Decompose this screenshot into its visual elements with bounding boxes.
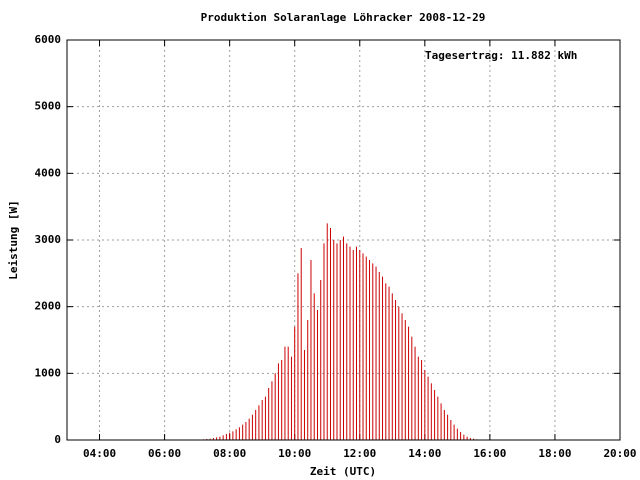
plot-border <box>66 39 621 441</box>
y-tick-label: 2000 <box>35 300 62 313</box>
x-tick-label: 10:00 <box>278 447 311 460</box>
annotation: Tagesertrag: 11.882 kWh <box>425 49 577 62</box>
x-tick-label: 08:00 <box>213 447 246 460</box>
x-tick-label: 20:00 <box>603 447 636 460</box>
y-axis-label: Leistung [W] <box>7 200 20 279</box>
chart-title: Produktion Solaranlage Löhracker 2008-12… <box>201 11 486 24</box>
y-tick-label: 6000 <box>35 33 62 46</box>
x-tick-label: 12:00 <box>343 447 376 460</box>
y-tick-label: 4000 <box>35 166 62 179</box>
y-tick-label: 1000 <box>35 366 62 379</box>
y-tick-label: 3000 <box>35 233 62 246</box>
y-tick-label: 5000 <box>35 100 62 113</box>
x-axis-label: Zeit (UTC) <box>310 465 376 478</box>
x-tick-label: 06:00 <box>148 447 181 460</box>
x-tick-label: 18:00 <box>538 447 571 460</box>
x-tick-label: 14:00 <box>408 447 441 460</box>
y-tick-label: 0 <box>54 433 61 446</box>
x-tick-label: 04:00 <box>83 447 116 460</box>
x-tick-label: 16:00 <box>473 447 506 460</box>
